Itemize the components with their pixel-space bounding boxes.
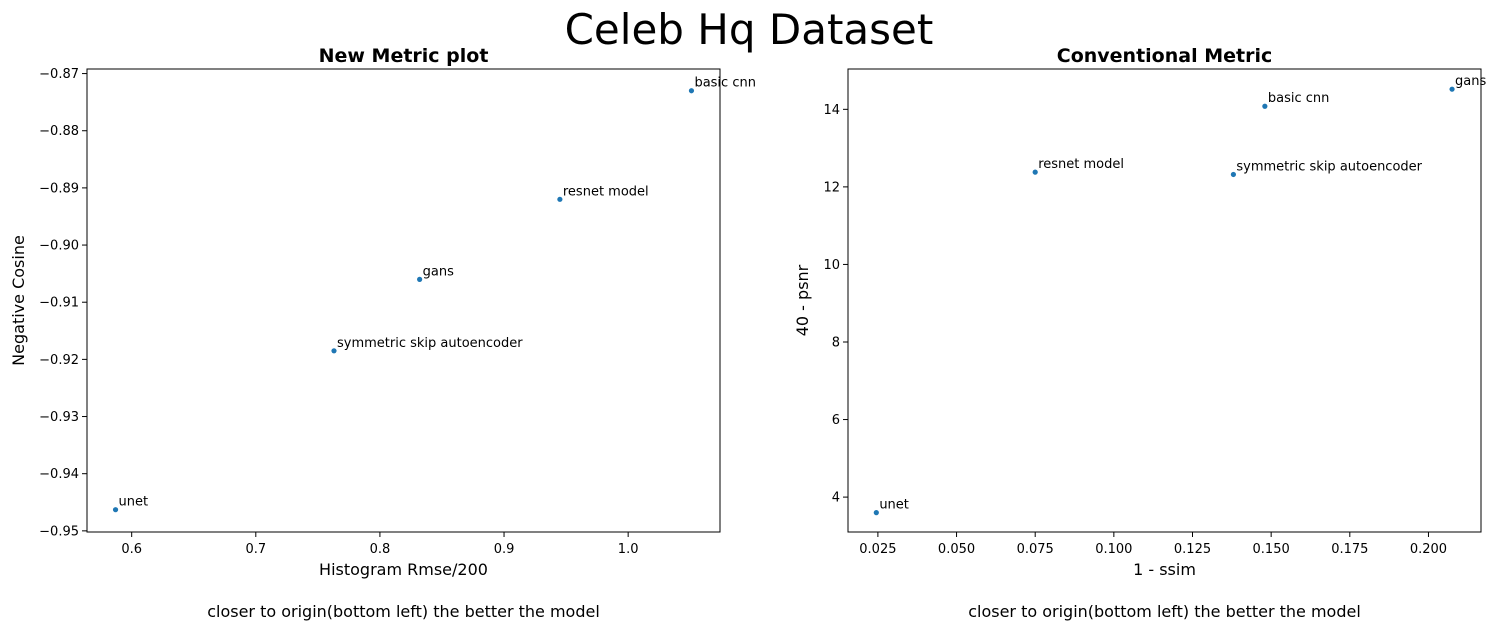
chart-title: Conventional Metric (1057, 45, 1272, 67)
x-tick-label: 0.025 (859, 542, 896, 557)
data-point (112, 507, 119, 513)
x-tick-label: 0.150 (1253, 542, 1290, 557)
y-tick-label: −0.88 (39, 124, 79, 139)
x-tick-label: 0.075 (1017, 542, 1054, 557)
x-tick-label: 0.9 (494, 542, 515, 557)
x-tick-label: 0.175 (1331, 542, 1368, 557)
data-point-label: resnet model (563, 184, 649, 199)
data-point (873, 510, 879, 516)
y-tick-label: −0.91 (39, 296, 79, 311)
y-axis-label: Negative Cosine (9, 235, 28, 366)
chart-caption: closer to origin(bottom left) the better… (968, 602, 1361, 621)
data-point-label: unet (119, 495, 149, 510)
x-tick-label: 0.125 (1174, 542, 1211, 557)
data-point-label: basic cnn (694, 76, 756, 91)
y-tick-label: 12 (823, 180, 840, 195)
x-tick-label: 0.6 (121, 542, 142, 557)
y-tick-label: −0.92 (39, 353, 79, 368)
y-tick-label: −0.87 (39, 67, 79, 82)
plot-frame (86, 68, 721, 533)
x-tick-label: 0.8 (370, 542, 391, 557)
data-point-label: gans (423, 264, 454, 279)
data-point (1449, 86, 1455, 92)
x-tick-label: 0.050 (938, 542, 975, 557)
y-tick-label: 10 (823, 258, 840, 273)
data-point (1262, 103, 1268, 109)
chart-caption: closer to origin(bottom left) the better… (207, 602, 600, 621)
plot-frame (847, 68, 1482, 533)
data-point-label: symmetric skip autoencoder (337, 336, 523, 351)
data-point-label: unet (879, 498, 909, 513)
data-point (331, 348, 337, 354)
data-point (557, 196, 563, 202)
x-axis-label: 1 - ssim (1133, 560, 1196, 579)
y-tick-label: −0.94 (39, 467, 79, 482)
y-tick-label: −0.90 (39, 239, 79, 254)
chart-title: New Metric plot (319, 45, 489, 67)
data-point (417, 276, 423, 282)
x-axis-label: Histogram Rmse/200 (319, 560, 488, 579)
y-tick-label: 6 (832, 413, 840, 428)
figure-title: Celeb Hq Dataset (565, 5, 934, 54)
x-tick-label: 0.100 (1095, 542, 1132, 557)
x-tick-label: 0.200 (1410, 542, 1447, 557)
data-point (1032, 169, 1038, 175)
data-point (688, 88, 695, 94)
y-tick-label: −0.89 (39, 181, 79, 196)
y-tick-label: −0.95 (39, 524, 79, 539)
y-tick-label: −0.93 (39, 410, 79, 425)
data-point-label: resnet model (1038, 157, 1124, 172)
y-tick-label: 4 (832, 491, 840, 506)
data-point-label: gans (1455, 74, 1486, 89)
chart-panel-2: Conventional Metric 0.025 0.050 0.075 0.100 0… (793, 45, 1487, 621)
data-point-label: basic cnn (1268, 91, 1330, 106)
y-axis-label: 40 - psnr (793, 264, 812, 336)
data-point (1230, 171, 1237, 178)
x-tick-label: 1.0 (618, 542, 639, 557)
chart-panel-1: New Metric plot 0.6 0.7 0.8 0.9 1.0 −0.95 −0.94… (9, 45, 756, 621)
x-tick-label: 0.7 (245, 542, 266, 557)
y-tick-label: 8 (832, 335, 840, 350)
y-tick-label: 14 (823, 103, 840, 118)
data-point-label: symmetric skip autoencoder (1236, 159, 1422, 174)
